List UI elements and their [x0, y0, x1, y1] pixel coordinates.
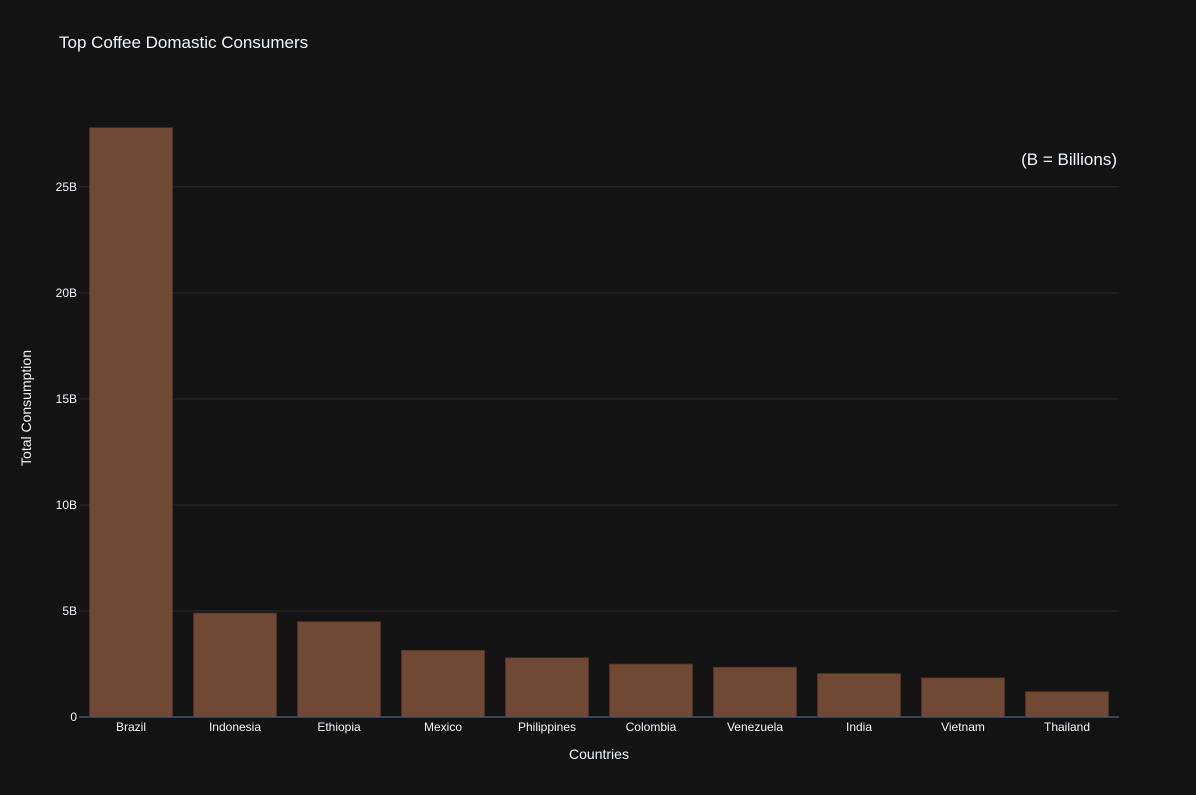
x-tick-label: Vietnam: [941, 720, 985, 734]
bar-mexico: [400, 649, 485, 718]
bar-indonesia: [192, 612, 277, 718]
gridlines: [79, 186, 1119, 612]
bar-vietnam: [921, 677, 1006, 718]
y-axis-title: Total Consumption: [18, 350, 34, 466]
chart-title: Top Coffee Domastic Consumers: [59, 33, 308, 52]
y-axis-ticks: 0 5B 10B 15B 20B 25B: [56, 180, 78, 724]
bar-ethiopia: [296, 621, 381, 718]
bar-colombia: [609, 663, 694, 718]
y-tick-label: 0: [70, 710, 77, 724]
bar-philippines: [504, 657, 589, 718]
x-tick-label: India: [846, 720, 872, 734]
y-tick-label: 5B: [62, 604, 77, 618]
x-tick-label: Philippines: [518, 720, 576, 734]
x-tick-label: Ethiopia: [317, 720, 361, 734]
x-tick-label: Colombia: [626, 720, 677, 734]
x-tick-label: Venezuela: [727, 720, 783, 734]
x-tick-label: Mexico: [424, 720, 462, 734]
x-axis-title: Countries: [569, 746, 629, 762]
bar-venezuela: [713, 666, 798, 718]
bar-india: [817, 673, 902, 718]
bar-brazil: [89, 127, 173, 718]
y-tick-label: 20B: [56, 286, 77, 300]
y-tick-label: 25B: [56, 180, 77, 194]
bars: [89, 127, 1110, 718]
x-tick-label: Brazil: [116, 720, 146, 734]
bar-thailand: [1025, 691, 1110, 718]
y-tick-label: 15B: [56, 392, 77, 406]
chart-annotation: (B = Billions): [1021, 150, 1117, 169]
y-tick-label: 10B: [56, 498, 77, 512]
x-axis-ticks: Brazil Indonesia Ethiopia Mexico Philippines…: [116, 720, 1090, 734]
x-tick-label: Thailand: [1044, 720, 1090, 734]
x-tick-label: Indonesia: [209, 720, 261, 734]
